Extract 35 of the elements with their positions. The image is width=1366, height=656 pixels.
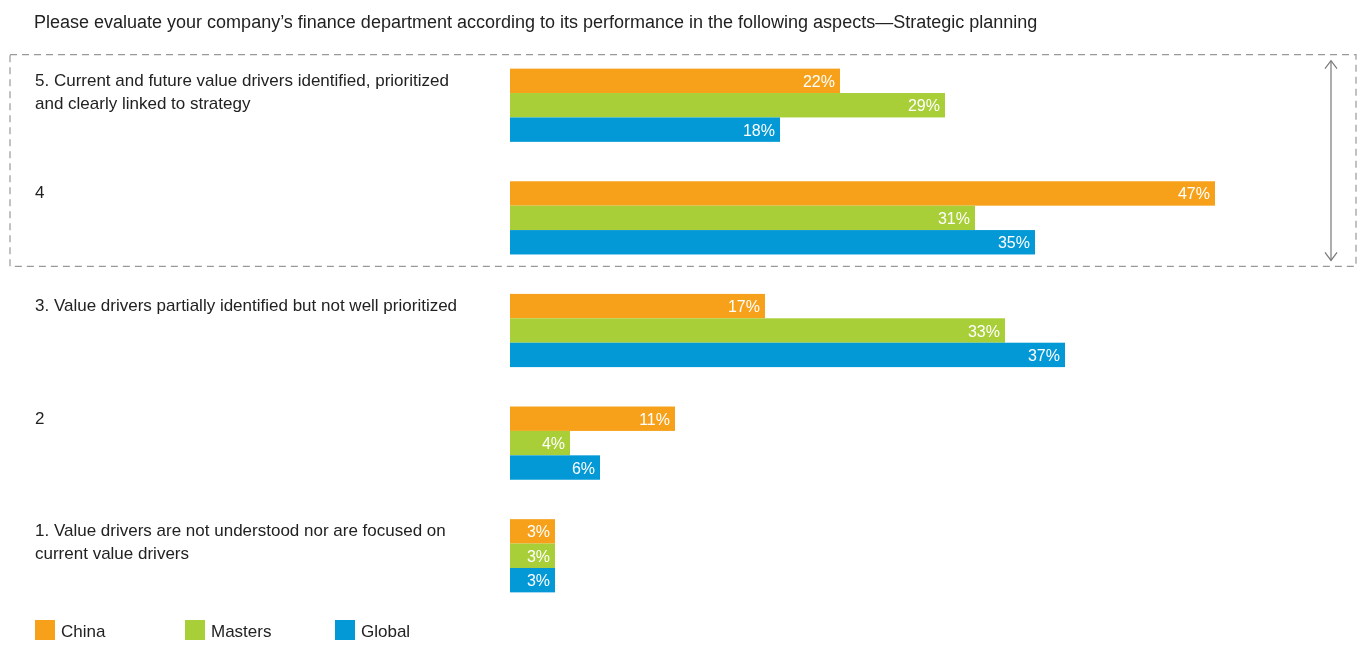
data-label: 35% [997,234,1030,252]
bar [510,205,975,231]
legend-label: Global [361,622,411,641]
y-tick-label: 1. Value drivers are not understood nor are focused on current value drivers [35,521,446,564]
data-label: 3% [526,572,550,590]
bar [510,93,945,118]
y-tick-label: 4 [35,183,45,203]
data-label: 47% [1177,185,1210,203]
bar [510,318,1005,343]
data-label: 3% [526,547,550,565]
bar [510,117,780,142]
chart-title: Please evaluate your company’s finance department according to its performance in the following aspects—Strategic planning [34,12,1038,32]
bar [510,455,600,480]
bar [510,181,1215,206]
data-label: 22% [802,72,835,90]
data-label: 11% [639,410,670,428]
data-label: 6% [571,459,595,477]
bar [510,68,840,94]
data-label: 4% [541,435,565,453]
data-label: 18% [742,121,775,139]
data-label: 17% [727,298,760,316]
bar [510,293,765,319]
data-label: 29% [907,97,940,115]
data-label: 37% [1027,346,1060,364]
y-tick-label: 5. Current and future value drivers identified, prioritized and clearly linked to strategy [35,70,449,113]
data-label: 3% [526,523,550,541]
y-tick-label: 3. Value drivers partially identified but not well prioritized [35,295,458,315]
data-label: 33% [967,322,1000,340]
bar [510,230,1035,255]
y-tick-label: 2 [35,408,45,428]
legend-label: Masters [211,622,272,641]
data-label: 31% [937,209,970,227]
bar [510,342,1065,368]
bar [510,406,675,431]
legend-label: China [61,622,106,641]
